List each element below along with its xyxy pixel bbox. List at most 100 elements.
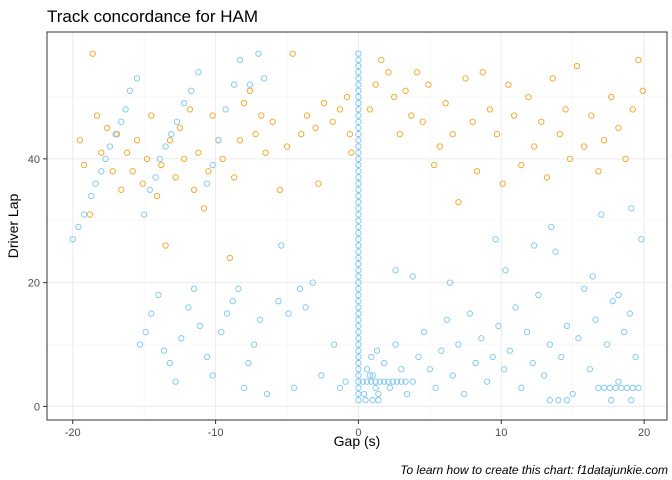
data-point: [455, 341, 462, 348]
data-point: [152, 174, 159, 181]
data-point: [229, 298, 236, 305]
data-point: [563, 322, 571, 330]
data-point: [548, 223, 555, 231]
data-point: [355, 155, 362, 163]
data-point: [355, 112, 362, 119]
data-point: [505, 81, 512, 88]
data-point: [540, 372, 548, 379]
data-point: [140, 211, 148, 218]
data-point: [392, 267, 399, 274]
data-point: [369, 372, 376, 379]
data-point: [336, 106, 344, 113]
data-point: [626, 310, 634, 317]
data-point: [615, 291, 622, 299]
data-point: [355, 137, 362, 144]
data-point: [385, 378, 392, 385]
data-point: [628, 205, 635, 212]
data-point: [366, 106, 374, 113]
data-point: [368, 378, 375, 385]
data-point: [369, 397, 376, 404]
data-point: [510, 112, 518, 119]
data-point: [355, 298, 362, 305]
data-point: [615, 378, 622, 385]
data-point: [478, 335, 485, 342]
data-point: [236, 137, 244, 144]
data-point: [236, 56, 244, 63]
data-point: [309, 279, 316, 286]
data-point: [162, 143, 169, 150]
data-point: [155, 291, 162, 299]
data-point: [246, 87, 254, 94]
data-point: [285, 310, 292, 317]
data-point: [595, 384, 602, 391]
data-point: [278, 242, 285, 249]
data-point: [355, 291, 362, 299]
data-point: [420, 328, 428, 336]
data-point: [632, 353, 639, 361]
y-axis-title: Driver Lap: [5, 194, 21, 259]
data-point: [185, 304, 192, 311]
data-point: [355, 359, 362, 367]
data-point: [575, 335, 582, 342]
data-point: [158, 161, 165, 169]
data-point: [123, 149, 131, 156]
data-point: [103, 124, 111, 132]
data-point: [88, 192, 95, 200]
data-point: [250, 341, 258, 348]
data-point: [375, 397, 382, 404]
data-point: [495, 322, 502, 330]
data-point: [303, 112, 311, 119]
data-point: [330, 341, 338, 348]
chart-title: Track concordance for HAM: [47, 7, 258, 26]
data-point: [455, 199, 462, 206]
y-tick-label: 20: [28, 278, 40, 290]
data-point: [460, 390, 468, 398]
data-point: [623, 384, 631, 391]
data-point: [492, 236, 499, 243]
data-point: [153, 192, 161, 200]
data-point: [355, 279, 362, 286]
data-point: [160, 347, 168, 354]
data-point: [615, 124, 622, 132]
data-point: [315, 180, 322, 187]
data-point: [230, 174, 238, 181]
y-axis: 0 20 40: [28, 154, 47, 413]
data-point: [506, 347, 514, 354]
data-point: [346, 130, 354, 138]
data-point: [598, 211, 605, 218]
data-point: [372, 384, 379, 391]
data-point: [622, 155, 629, 163]
data-point: [563, 397, 571, 404]
data-point: [569, 390, 576, 398]
data-point: [355, 143, 362, 150]
data-point: [562, 106, 569, 113]
data-point: [635, 56, 642, 63]
data-point: [398, 366, 405, 373]
data-point: [343, 93, 351, 101]
data-point: [355, 118, 362, 125]
data-point: [600, 137, 608, 144]
data-point: [355, 310, 362, 317]
data-point: [493, 130, 501, 138]
data-point: [166, 137, 174, 144]
data-point: [589, 273, 596, 280]
data-point: [525, 93, 532, 101]
data-point: [355, 341, 362, 348]
data-point: [530, 242, 538, 249]
data-point: [566, 155, 574, 163]
data-point: [355, 335, 362, 342]
data-point: [209, 372, 216, 379]
data-point: [355, 69, 362, 76]
data-point: [368, 353, 375, 361]
data-point: [486, 106, 494, 113]
data-point: [389, 378, 396, 385]
data-point: [530, 143, 538, 150]
data-point: [260, 75, 268, 82]
data-point: [355, 304, 362, 311]
chart-caption: To learn how to create this chart: f1dat…: [400, 463, 668, 477]
data-point: [178, 335, 185, 342]
data-point: [393, 378, 401, 385]
data-point: [380, 359, 388, 367]
data-point: [436, 143, 444, 150]
data-point: [190, 285, 198, 292]
